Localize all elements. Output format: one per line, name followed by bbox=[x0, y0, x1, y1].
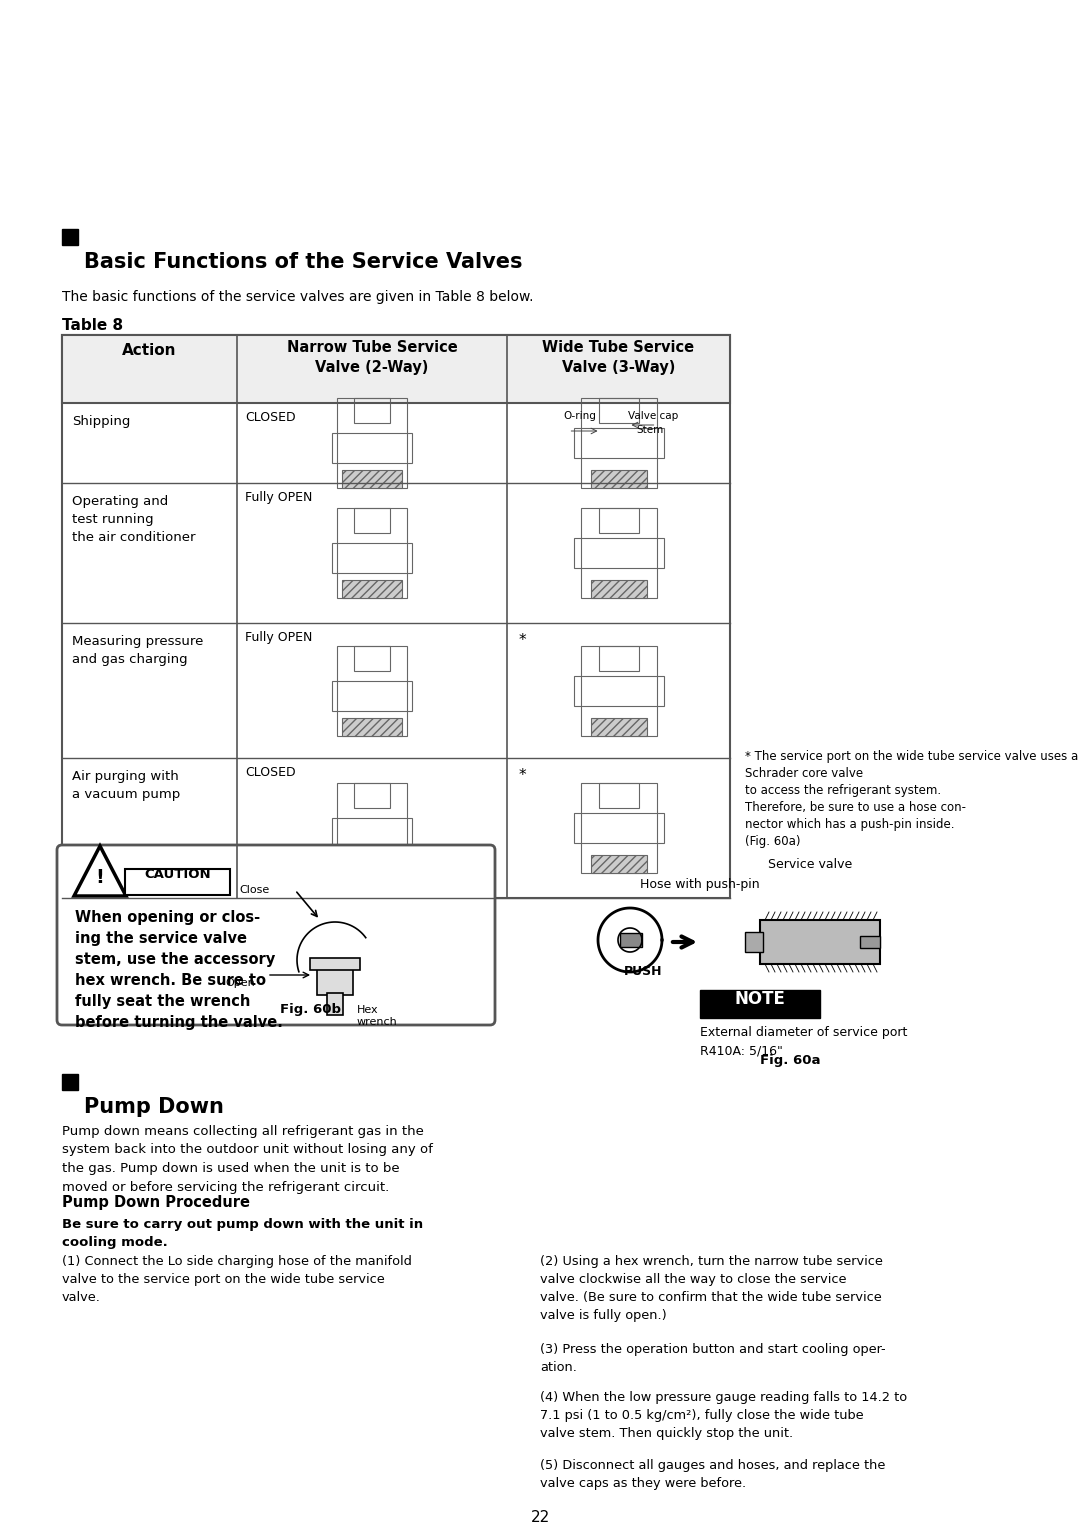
Text: Be sure to carry out pump down with the unit in
cooling mode.: Be sure to carry out pump down with the … bbox=[62, 1218, 423, 1248]
Text: Fully OPEN: Fully OPEN bbox=[245, 490, 312, 504]
Text: 22: 22 bbox=[530, 1510, 550, 1525]
Bar bbox=[62, 1074, 78, 1089]
Bar bbox=[62, 229, 78, 244]
Bar bbox=[332, 542, 411, 573]
Text: Hose with push-pin: Hose with push-pin bbox=[640, 879, 759, 891]
Bar bbox=[342, 856, 402, 872]
Text: *: * bbox=[519, 633, 527, 648]
Text: Wide Tube Service
Valve (3-Way): Wide Tube Service Valve (3-Way) bbox=[542, 341, 694, 374]
Bar bbox=[591, 471, 647, 487]
Text: * The service port on the wide tube service valve uses a Schrader core valve
to : * The service port on the wide tube serv… bbox=[745, 750, 1078, 848]
Text: When opening or clos-
ing the service valve
stem, use the accessory
hex wrench. : When opening or clos- ing the service va… bbox=[75, 911, 283, 1030]
Bar bbox=[332, 680, 411, 711]
Text: Measuring pressure
and gas charging: Measuring pressure and gas charging bbox=[72, 636, 203, 666]
Text: O-ring: O-ring bbox=[564, 411, 596, 422]
Bar bbox=[860, 937, 880, 947]
Bar bbox=[598, 645, 638, 671]
Bar bbox=[332, 817, 411, 848]
Text: The basic functions of the service valves are given in Table 8 below.: The basic functions of the service valve… bbox=[62, 290, 534, 304]
Text: Basic Functions of the Service Valves: Basic Functions of the Service Valves bbox=[84, 252, 523, 272]
Bar bbox=[62, 335, 730, 403]
Text: Pump Down Procedure: Pump Down Procedure bbox=[62, 1195, 249, 1210]
Bar bbox=[598, 782, 638, 808]
Bar bbox=[354, 507, 390, 533]
Text: Close: Close bbox=[240, 885, 270, 895]
Text: Table 8: Table 8 bbox=[62, 318, 123, 333]
Bar bbox=[573, 538, 663, 568]
Text: Narrow Tube Service
Valve (2-Way): Narrow Tube Service Valve (2-Way) bbox=[286, 341, 457, 374]
Text: CLOSED: CLOSED bbox=[245, 766, 296, 779]
Bar bbox=[310, 958, 360, 970]
Text: (1) Connect the Lo side charging hose of the manifold
valve to the service port : (1) Connect the Lo side charging hose of… bbox=[62, 1254, 411, 1303]
Bar bbox=[342, 471, 402, 487]
Text: CAUTION: CAUTION bbox=[145, 868, 212, 882]
Text: Fig. 60b: Fig. 60b bbox=[280, 1002, 340, 1016]
Text: Fig. 60a: Fig. 60a bbox=[759, 1054, 820, 1067]
Bar bbox=[573, 813, 663, 843]
Bar bbox=[342, 718, 402, 735]
Bar bbox=[337, 507, 407, 597]
Text: (3) Press the operation button and start cooling oper-
ation.: (3) Press the operation button and start… bbox=[540, 1343, 886, 1374]
Text: Air purging with
a vacuum pump: Air purging with a vacuum pump bbox=[72, 770, 180, 801]
Text: Shipping: Shipping bbox=[72, 416, 131, 428]
Bar bbox=[598, 507, 638, 533]
Text: Service valve: Service valve bbox=[768, 859, 852, 871]
Bar bbox=[591, 581, 647, 597]
Text: !: ! bbox=[95, 868, 105, 886]
Bar bbox=[620, 934, 642, 947]
Bar bbox=[760, 920, 880, 964]
Text: (5) Disconnect all gauges and hoses, and replace the
valve caps as they were bef: (5) Disconnect all gauges and hoses, and… bbox=[540, 1459, 886, 1490]
Bar bbox=[62, 335, 730, 898]
Bar bbox=[337, 645, 407, 735]
Bar bbox=[581, 645, 657, 735]
Bar bbox=[342, 581, 402, 597]
Text: Hex
wrench: Hex wrench bbox=[357, 1005, 397, 1027]
Text: External diameter of service port
R410A: 5/16": External diameter of service port R410A:… bbox=[700, 1025, 907, 1057]
Text: Action: Action bbox=[122, 342, 177, 358]
Bar bbox=[700, 990, 820, 1018]
Text: Valve cap: Valve cap bbox=[629, 411, 678, 422]
Text: Open: Open bbox=[226, 978, 255, 989]
Bar bbox=[318, 966, 353, 995]
Text: PUSH: PUSH bbox=[624, 966, 662, 978]
Bar bbox=[354, 645, 390, 671]
Text: Pump down means collecting all refrigerant gas in the
system back into the outdo: Pump down means collecting all refrigera… bbox=[62, 1125, 433, 1193]
Bar bbox=[337, 397, 407, 487]
Bar bbox=[332, 432, 411, 463]
Text: *: * bbox=[519, 769, 527, 782]
Bar bbox=[591, 856, 647, 872]
Bar bbox=[598, 397, 638, 423]
Bar bbox=[581, 507, 657, 597]
Text: CLOSED: CLOSED bbox=[245, 411, 296, 423]
Bar bbox=[573, 428, 663, 458]
Bar bbox=[591, 718, 647, 735]
Bar bbox=[327, 993, 343, 1015]
Bar bbox=[745, 932, 762, 952]
Bar bbox=[125, 869, 230, 895]
Text: NOTE: NOTE bbox=[734, 990, 785, 1008]
Text: Fully OPEN: Fully OPEN bbox=[245, 631, 312, 643]
Bar bbox=[337, 782, 407, 872]
Text: Pump Down: Pump Down bbox=[84, 1097, 224, 1117]
Bar bbox=[581, 397, 657, 487]
Text: (2) Using a hex wrench, turn the narrow tube service
valve clockwise all the way: (2) Using a hex wrench, turn the narrow … bbox=[540, 1254, 882, 1322]
Text: Stem: Stem bbox=[636, 425, 664, 435]
Text: (4) When the low pressure gauge reading falls to 14.2 to
7.1 psi (1 to 0.5 kg/cm: (4) When the low pressure gauge reading … bbox=[540, 1390, 907, 1439]
FancyBboxPatch shape bbox=[57, 845, 495, 1025]
Bar bbox=[354, 782, 390, 808]
Bar bbox=[354, 397, 390, 423]
Bar bbox=[581, 782, 657, 872]
Text: Operating and
test running
the air conditioner: Operating and test running the air condi… bbox=[72, 495, 195, 544]
Bar bbox=[573, 675, 663, 706]
